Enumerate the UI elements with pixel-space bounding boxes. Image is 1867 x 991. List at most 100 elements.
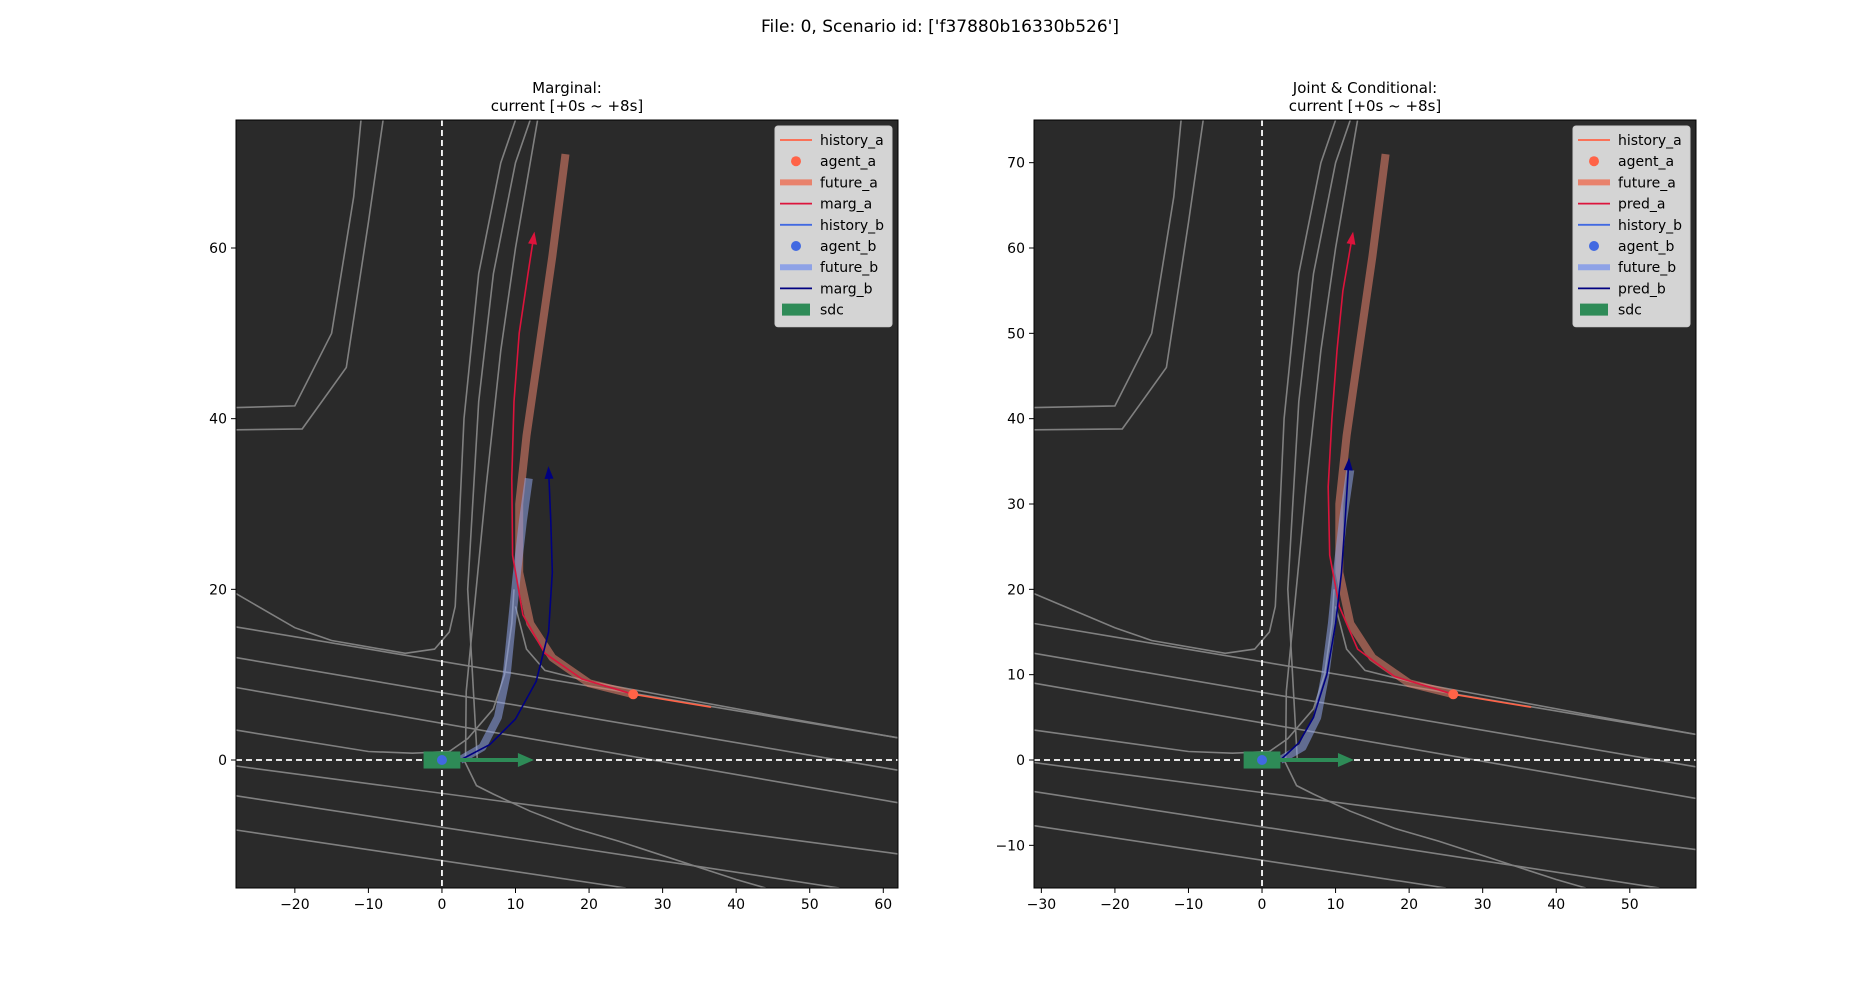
panel-title-line2: current [+0s ~ +8s] [1289, 97, 1442, 115]
map-lane-line [1034, 652, 1696, 768]
x-tick-label: −20 [1100, 897, 1130, 913]
legend-symbol-sdc [1580, 303, 1608, 316]
y-tick-label: 20 [209, 582, 227, 598]
agent-a-marker [628, 689, 639, 700]
pred-a-trajectory [1327, 234, 1455, 696]
legend-label-pred-b: pred_b [1618, 281, 1666, 297]
legend-label-sdc: sdc [1618, 303, 1642, 319]
x-tick-label: 30 [1474, 897, 1492, 913]
map-lane-line [236, 120, 362, 409]
x-tick-label: 0 [437, 897, 446, 913]
legend-label-agent-a: agent_a [1618, 154, 1674, 170]
sdc-heading-arrow-head [1337, 753, 1354, 767]
map-lane-line [1283, 759, 1586, 888]
history-a-trajectory [632, 693, 712, 708]
map-lane-line [1034, 682, 1696, 800]
legend-box [1572, 125, 1691, 328]
axes-frame [235, 119, 899, 889]
legend-label-history-b: history_b [1618, 218, 1682, 234]
legend-label-history-b: history_b [820, 218, 884, 234]
x-tick-label: 10 [507, 897, 525, 913]
x-tick-label: 60 [874, 897, 892, 913]
map-lane-line [464, 120, 539, 761]
legend-symbol-agent-b [1589, 241, 1599, 251]
x-tick-label: 20 [580, 897, 598, 913]
map-lane-line [236, 765, 898, 855]
legend-label-future-b: future_b [820, 260, 878, 276]
marg-a-trajectory [510, 234, 635, 696]
x-tick-label: 50 [801, 897, 819, 913]
y-tick-label: 60 [209, 241, 227, 257]
pred-b-arrow-head [1343, 457, 1353, 471]
map-lane-line [1034, 120, 1182, 409]
y-tick-label: −10 [995, 838, 1025, 854]
y-tick-label: 70 [1007, 156, 1025, 172]
map-lane-line [236, 120, 517, 655]
sdc-heading-arrow-head [517, 753, 534, 767]
x-tick-label: 20 [1400, 897, 1418, 913]
map-lane-line [236, 120, 384, 431]
future-b-trajectory [1278, 469, 1355, 764]
map-lane-line [463, 759, 766, 888]
panel-marginal: Marginal: current [+0s ~ +8s] −20 −10 0 10 2… [209, 79, 899, 913]
marg-b-trajectory [459, 469, 554, 761]
map-lane-line [466, 120, 531, 761]
legend: history_a agent_a future_a pred_a history_ba… [1572, 125, 1691, 328]
history-a-trajectory [1452, 693, 1532, 708]
panel-title-line1: Marginal: [532, 79, 602, 97]
legend-label-sdc: sdc [820, 303, 844, 319]
legend-label-future-b: future_b [1618, 260, 1676, 276]
x-tick-label: −10 [354, 897, 384, 913]
map-lane-line [236, 829, 626, 888]
map-lane-line [236, 656, 898, 771]
map-lane-line [236, 626, 898, 739]
future-b-trajectory [458, 477, 533, 764]
panel-title-line1: Joint & Conditional: [1292, 79, 1437, 97]
pred-b-trajectory [1279, 460, 1350, 761]
legend-label-marg-b: marg_b [820, 281, 873, 297]
y-tick-label: 10 [1007, 668, 1025, 684]
agent-b-marker [436, 755, 447, 765]
legend-label-history-a: history_a [1618, 133, 1682, 149]
x-tick-label: −10 [1174, 897, 1204, 913]
plot-area [236, 120, 898, 888]
legend-label-agent-a: agent_a [820, 154, 876, 170]
legend-label-future-a: future_a [1618, 175, 1676, 191]
legend-label-pred-a: pred_a [1618, 197, 1665, 213]
x-tick-label: 10 [1327, 897, 1345, 913]
panel-joint-conditional: Joint & Conditional: current [+0s ~ +8s]… [995, 79, 1697, 913]
map-lane-line [1286, 120, 1352, 761]
map-lane-line [1284, 120, 1359, 761]
y-tick-label: 30 [1007, 497, 1025, 513]
x-tick-label: −30 [1027, 897, 1057, 913]
map-lane-line [236, 795, 840, 888]
legend-label-history-a: history_a [820, 133, 884, 149]
figure-suptitle: File: 0, Scenario id: ['f37880b16330b526… [761, 17, 1119, 37]
y-tick-label: 50 [1007, 326, 1025, 342]
y-tick-label: 40 [209, 412, 227, 428]
y-tick-label: 0 [1016, 753, 1025, 769]
map-lane-line [1034, 761, 1696, 851]
legend-label-marg-a: marg_a [820, 197, 872, 213]
plot-area [1034, 120, 1696, 888]
legend-box [774, 125, 893, 328]
y-tick-label: 40 [1007, 412, 1025, 428]
x-tick-label: 0 [1258, 897, 1267, 913]
x-tick-label: 40 [1547, 897, 1565, 913]
x-tick-label: 30 [654, 897, 672, 913]
marg-a-arrow-head [528, 231, 537, 245]
map-lane-line [1034, 622, 1696, 736]
legend-symbol-agent-a [791, 156, 801, 167]
y-tick-label: 0 [218, 753, 227, 769]
panel-title-line2: current [+0s ~ +8s] [491, 97, 644, 115]
x-tick-label: 40 [727, 897, 745, 913]
legend-label-future-a: future_a [820, 175, 878, 191]
map-lane-line [1034, 120, 1337, 655]
marg-b-arrow-head [544, 466, 554, 480]
legend-symbol-sdc [782, 303, 810, 316]
y-tick-label: 20 [1007, 582, 1025, 598]
map-lane-line [236, 686, 898, 804]
legend-label-agent-b: agent_b [820, 239, 876, 255]
legend-symbol-agent-a [1589, 156, 1599, 167]
